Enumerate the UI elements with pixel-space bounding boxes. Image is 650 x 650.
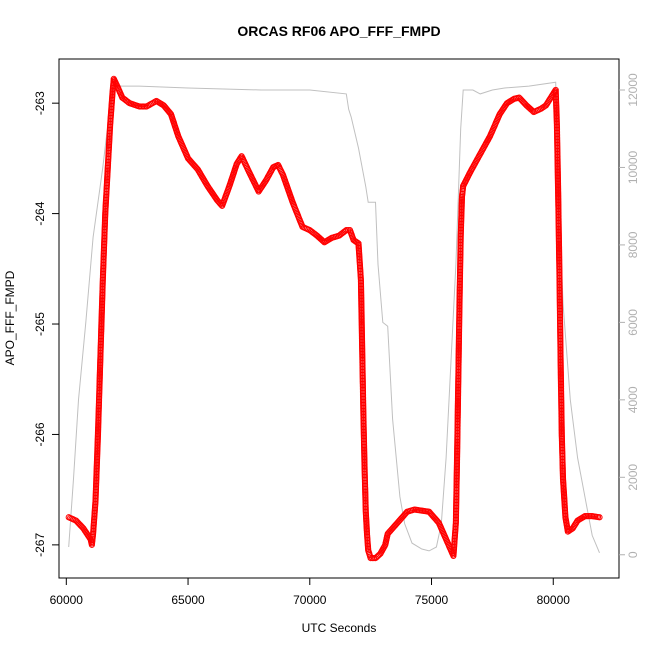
y-axis-title: APO_FFF_FMPD <box>3 270 17 365</box>
data-point <box>596 514 603 521</box>
x-tick-label: 65000 <box>171 593 205 607</box>
y-axis: -267 -266 -265 -264 -263 <box>33 91 59 557</box>
x-tick-label: 75000 <box>415 593 449 607</box>
x-axis: 60000 65000 70000 75000 80000 <box>50 578 571 607</box>
x-tick-label: 60000 <box>50 593 84 607</box>
y2-tick-label: 0 <box>626 551 640 558</box>
y2-axis: 0 2000 4000 6000 8000 10000 12000 <box>619 73 640 558</box>
y-tick-label: -264 <box>33 201 47 225</box>
y2-tick-label: 12000 <box>626 73 640 107</box>
y2-tick-label: 2000 <box>626 464 640 491</box>
altitude-series <box>68 81 600 553</box>
altitude-line <box>68 81 600 553</box>
x-tick-label: 70000 <box>293 593 327 607</box>
y2-tick-label: 6000 <box>626 309 640 336</box>
data-point <box>343 227 350 234</box>
y2-tick-label: 8000 <box>626 231 640 258</box>
x-axis-title: UTC Seconds <box>302 621 377 635</box>
x-tick-label: 80000 <box>537 593 571 607</box>
y-tick-label: -266 <box>33 422 47 446</box>
y2-tick-label: 10000 <box>626 150 640 184</box>
plot-frame <box>58 58 620 579</box>
chart-title: ORCAS RF06 APO_FFF_FMPD <box>237 23 440 39</box>
y2-tick-label: 4000 <box>626 386 640 413</box>
y-tick-label: -267 <box>33 533 47 557</box>
y-tick-label: -263 <box>33 91 47 115</box>
y-tick-label: -265 <box>33 312 47 336</box>
fmpd-series <box>65 75 603 562</box>
